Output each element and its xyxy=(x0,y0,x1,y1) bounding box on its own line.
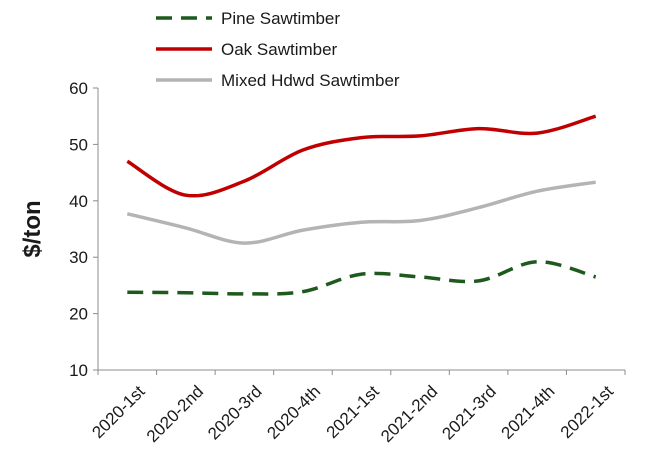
y-tick-label: 10 xyxy=(69,361,88,380)
x-tick-label: 2021-1st xyxy=(323,382,383,442)
data-point-mixed-hdwd-sawtimber-2020-1st xyxy=(125,212,129,216)
legend-label: Oak Sawtimber xyxy=(221,40,338,59)
x-tick-label: 2020-2nd xyxy=(143,382,207,446)
y-tick-label: 20 xyxy=(69,305,88,324)
y-axis-title: $/ton xyxy=(19,200,46,257)
data-point-mixed-hdwd-sawtimber-2021-3rd xyxy=(477,206,481,210)
data-point-oak-sawtimber-2021-3rd xyxy=(477,127,481,131)
legend-item-oak-sawtimber: Oak Sawtimber xyxy=(156,40,338,59)
data-point-oak-sawtimber-2020-3rd xyxy=(242,179,246,183)
y-tick-label: 50 xyxy=(69,135,88,154)
series-line-oak-sawtimber xyxy=(126,114,597,198)
x-tick-label: 2020-1st xyxy=(88,382,148,442)
x-tick-label: 2021-4th xyxy=(498,382,559,443)
data-point-pine-sawtimber-2020-2nd xyxy=(184,291,188,295)
data-point-oak-sawtimber-2022-1st xyxy=(594,114,598,118)
data-point-mixed-hdwd-sawtimber-2021-4th xyxy=(535,189,539,193)
data-point-pine-sawtimber-2020-4th xyxy=(301,290,305,294)
x-tick-label: 2022-1st xyxy=(557,382,617,442)
data-point-mixed-hdwd-sawtimber-2020-4th xyxy=(301,228,305,232)
data-point-pine-sawtimber-2021-3rd xyxy=(477,279,481,283)
data-point-mixed-hdwd-sawtimber-2021-1st xyxy=(360,220,364,224)
series-line-pine-sawtimber xyxy=(127,259,597,296)
data-point-oak-sawtimber-2021-2nd xyxy=(418,134,422,138)
y-tick-label: 40 xyxy=(69,192,88,211)
data-point-pine-sawtimber-2021-4th xyxy=(535,260,539,264)
x-tick-label: 2021-2nd xyxy=(377,382,441,446)
data-point-pine-sawtimber-2020-1st xyxy=(125,290,129,294)
data-point-mixed-hdwd-sawtimber-2022-1st xyxy=(594,180,598,184)
y-tick-label: 30 xyxy=(69,248,88,267)
legend-item-mixed-hdwd-sawtimber: Mixed Hdwd Sawtimber xyxy=(156,71,400,90)
data-point-oak-sawtimber-2020-1st xyxy=(125,159,129,163)
x-tick-label: 2021-3rd xyxy=(438,382,500,444)
data-point-oak-sawtimber-2021-1st xyxy=(360,136,364,140)
data-point-mixed-hdwd-sawtimber-2020-2nd xyxy=(184,226,188,230)
legend-label: Pine Sawtimber xyxy=(221,9,340,28)
data-point-mixed-hdwd-sawtimber-2020-3rd xyxy=(242,241,246,245)
data-point-pine-sawtimber-2021-2nd xyxy=(418,275,422,279)
y-axis: 10 20 30 40 50 60 xyxy=(69,79,99,380)
chart-legend: Pine Sawtimber Oak Sawtimber Mixed Hdwd Sa… xyxy=(156,9,400,90)
legend-item-pine-sawtimber: Pine Sawtimber xyxy=(156,9,340,28)
series-line-mixed-hdwd-sawtimber xyxy=(126,180,596,245)
plot-area xyxy=(125,114,598,296)
data-point-pine-sawtimber-2021-1st xyxy=(360,272,364,276)
data-point-oak-sawtimber-2020-2nd xyxy=(184,193,188,197)
data-point-pine-sawtimber-2022-1st xyxy=(594,275,598,279)
data-point-oak-sawtimber-2020-4th xyxy=(301,148,305,152)
data-point-pine-sawtimber-2020-3rd xyxy=(242,292,246,296)
data-point-oak-sawtimber-2021-4th xyxy=(535,131,539,135)
x-axis: 2020-1st2020-2nd2020-3rd2020-4th2021-1st… xyxy=(88,369,626,446)
x-tick-label: 2020-3rd xyxy=(204,382,266,444)
x-tick-label: 2020-4th xyxy=(263,382,324,443)
y-tick-label: 60 xyxy=(69,79,88,98)
data-point-mixed-hdwd-sawtimber-2021-2nd xyxy=(418,219,422,223)
legend-label: Mixed Hdwd Sawtimber xyxy=(221,71,400,90)
